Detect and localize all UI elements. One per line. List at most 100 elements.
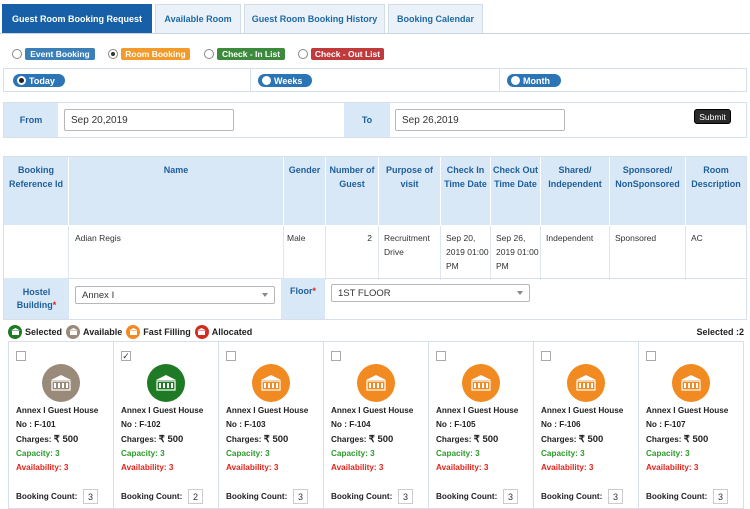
tab-available-room[interactable]: Available Room: [155, 4, 241, 33]
room-card[interactable]: Annex I Guest House No : F-105 Charges: ₹ …: [429, 342, 534, 509]
cell-sponsored: Sponsored: [610, 226, 686, 280]
tab-guest-room-booking-history[interactable]: Guest Room Booking History: [244, 4, 385, 33]
room-number: No : F-106: [541, 420, 581, 429]
building-icon: [357, 364, 395, 402]
booking-table: Booking Reference Id Name Gender Number …: [3, 156, 747, 280]
room-card[interactable]: Annex I Guest House No : F-104 Charges: ₹ …: [324, 342, 429, 509]
submit-button[interactable]: Submit: [694, 109, 731, 124]
room-number: No : F-104: [331, 420, 371, 429]
room-capacity: Capacity: 3: [541, 449, 585, 458]
building-icon: [194, 325, 209, 339]
room-number: No : F-101: [16, 420, 56, 429]
room-availability: Availability: 3: [121, 463, 174, 472]
period-weeks-option[interactable]: Weeks: [258, 74, 312, 87]
room-capacity: Capacity: 3: [331, 449, 375, 458]
room-capacity: Capacity: 3: [226, 449, 270, 458]
room-booking-count-label: Booking Count:: [436, 492, 498, 501]
header-check-out: Check Out Time Date: [491, 157, 541, 225]
header-gender: Gender: [284, 157, 326, 225]
selected-count: Selected :2: [696, 327, 744, 337]
building-icon: [126, 325, 141, 339]
room-card[interactable]: Annex I Guest House No : F-107 Charges: ₹ …: [639, 342, 745, 509]
hostel-building-select[interactable]: Annex I: [75, 286, 275, 304]
building-icon: [8, 325, 22, 339]
building-icon: [252, 364, 290, 402]
header-room-description: Room Description: [686, 157, 746, 225]
weeks-label: Weeks: [274, 75, 303, 86]
room-checkbox[interactable]: [646, 351, 656, 361]
room-guest-house: Annex I Guest House: [331, 406, 414, 415]
room-availability: Availability: 3: [226, 463, 279, 472]
room-checkbox[interactable]: [226, 351, 236, 361]
room-guest-house: Annex I Guest House: [226, 406, 309, 415]
check-out-list-label[interactable]: Check - Out List: [311, 48, 384, 60]
room-card[interactable]: Annex I Guest House No : F-101 Charges: ₹ …: [9, 342, 114, 509]
room-charges: Charges: ₹ 500: [436, 434, 499, 445]
to-date-input[interactable]: Sep 26,2019: [395, 109, 565, 131]
room-booking-count-input[interactable]: 2: [188, 489, 203, 504]
room-guest-house: Annex I Guest House: [16, 406, 99, 415]
month-radio[interactable]: [511, 76, 520, 85]
room-charges: Charges: ₹ 500: [646, 434, 709, 445]
building-icon: [462, 364, 500, 402]
legend-fast-filling: Fast Filling: [126, 325, 191, 339]
building-icon: [66, 325, 81, 339]
header-shared: Shared/ Independent: [541, 157, 610, 225]
today-radio[interactable]: [17, 76, 26, 85]
tab-guest-room-booking-request[interactable]: Guest Room Booking Request: [2, 4, 152, 33]
room-booking-count-input[interactable]: 3: [398, 489, 413, 504]
tab-booking-calendar[interactable]: Booking Calendar: [388, 4, 483, 33]
floor-select[interactable]: 1ST FLOOR: [331, 284, 530, 302]
to-label: To: [344, 103, 390, 137]
from-label: From: [4, 103, 58, 137]
room-booking-label[interactable]: Room Booking: [121, 48, 190, 60]
check-in-list-label[interactable]: Check - In List: [217, 48, 285, 60]
room-capacity: Capacity: 3: [16, 449, 60, 458]
today-label: Today: [29, 75, 55, 86]
room-booking-count-input[interactable]: 3: [83, 489, 98, 504]
weeks-radio[interactable]: [262, 76, 271, 85]
room-checkbox[interactable]: [16, 351, 26, 361]
room-guest-house: Annex I Guest House: [436, 406, 519, 415]
room-status-legend: Selected Available Fast Filling Allocate…: [8, 325, 256, 339]
cell-purpose: Recruitment Drive: [379, 226, 441, 280]
room-guest-house: Annex I Guest House: [646, 406, 729, 415]
period-today-option[interactable]: Today: [13, 74, 65, 87]
event-booking-label[interactable]: Event Booking: [25, 48, 95, 60]
from-date-input[interactable]: Sep 20,2019: [64, 109, 234, 131]
room-booking-count-input[interactable]: 3: [713, 489, 728, 504]
header-booking-ref: Booking Reference Id: [4, 157, 69, 225]
event-booking-radio[interactable]: [12, 49, 22, 59]
room-checkbox[interactable]: [331, 351, 341, 361]
room-card[interactable]: ✓ Annex I Guest House No : F-102 Charges: ₹…: [114, 342, 219, 509]
room-availability: Availability: 3: [436, 463, 489, 472]
room-booking-radio[interactable]: [108, 49, 118, 59]
room-card[interactable]: Annex I Guest House No : F-106 Charges: ₹ …: [534, 342, 639, 509]
header-name: Name: [69, 157, 284, 225]
room-checkbox[interactable]: [541, 351, 551, 361]
room-number: No : F-105: [436, 420, 476, 429]
chevron-down-icon: [262, 293, 268, 297]
cell-name: Adian Regis: [69, 226, 284, 280]
check-out-list-radio[interactable]: [298, 49, 308, 59]
building-icon: [42, 364, 80, 402]
room-number: No : F-102: [121, 420, 161, 429]
check-in-list-radio[interactable]: [204, 49, 214, 59]
room-availability: Availability: 3: [16, 463, 69, 472]
period-month-option[interactable]: Month: [507, 74, 561, 87]
room-booking-count-label: Booking Count:: [16, 492, 78, 501]
room-availability: Availability: 3: [646, 463, 699, 472]
room-booking-count-input[interactable]: 3: [293, 489, 308, 504]
room-booking-count-input[interactable]: 3: [608, 489, 623, 504]
room-capacity: Capacity: 3: [646, 449, 690, 458]
room-card[interactable]: Annex I Guest House No : F-103 Charges: ₹ …: [219, 342, 324, 509]
room-charges: Charges: ₹ 500: [331, 434, 394, 445]
hostel-building-label: Hostel Building*: [4, 278, 69, 319]
room-number: No : F-107: [646, 420, 686, 429]
room-checkbox[interactable]: ✓: [121, 351, 131, 361]
room-booking-count-input[interactable]: 3: [503, 489, 518, 504]
room-checkbox[interactable]: [436, 351, 446, 361]
room-charges: Charges: ₹ 500: [16, 434, 79, 445]
floor-label: Floor *: [281, 278, 325, 319]
hostel-floor-row: Hostel Building* Annex I Floor * 1ST FLOO…: [3, 278, 747, 320]
